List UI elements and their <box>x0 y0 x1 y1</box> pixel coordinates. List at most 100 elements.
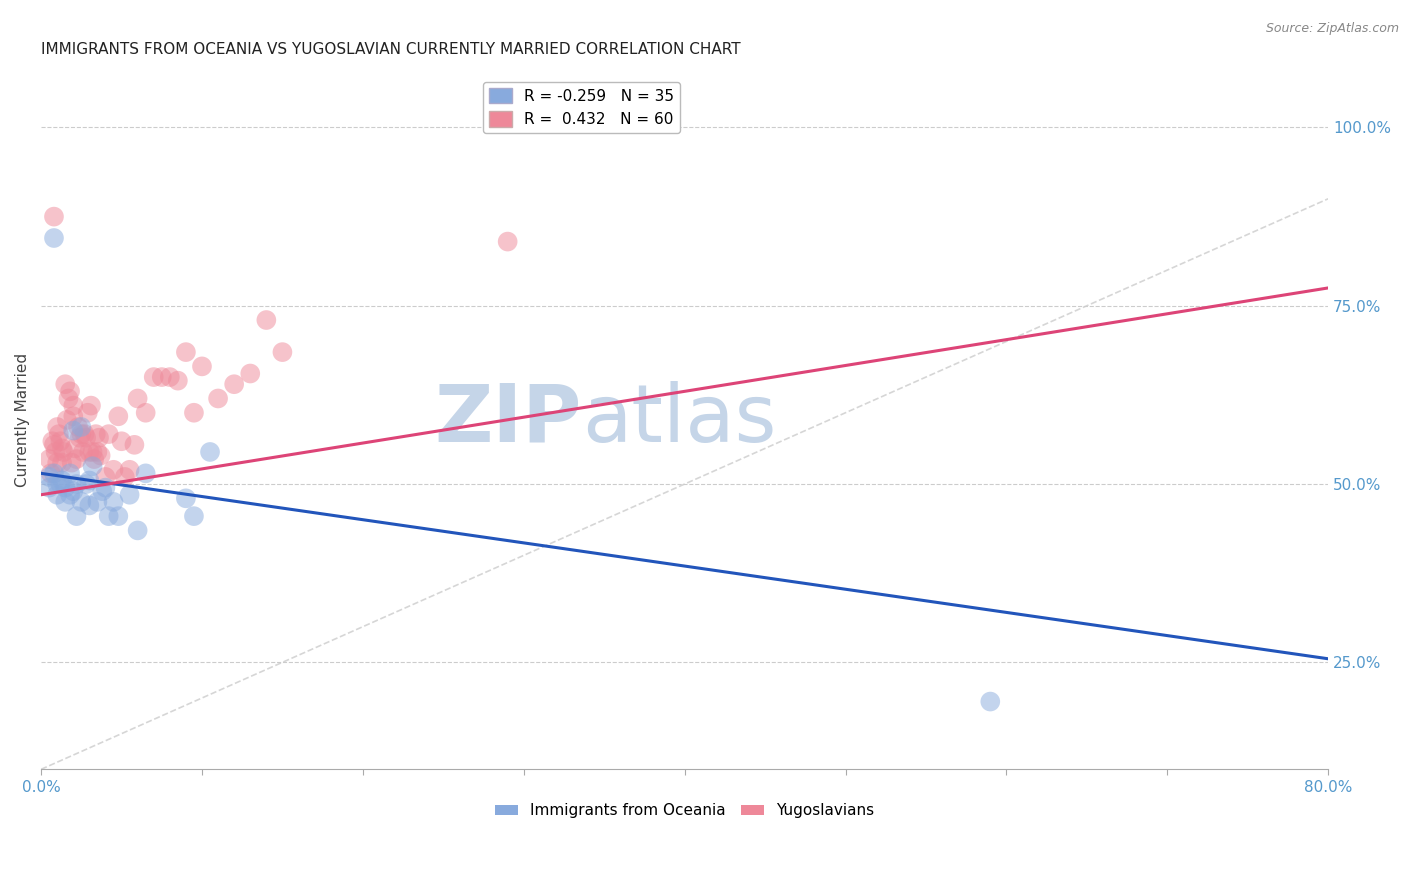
Point <box>59 384 82 399</box>
Point <box>60 456 83 470</box>
Point <box>63 442 86 456</box>
Point <box>183 509 205 524</box>
Legend: Immigrants from Oceania, Yugoslavians: Immigrants from Oceania, Yugoslavians <box>489 797 880 824</box>
Point <box>127 524 149 538</box>
Point <box>62 399 84 413</box>
Y-axis label: Currently Married: Currently Married <box>15 353 30 487</box>
Point <box>84 427 107 442</box>
Point <box>135 406 157 420</box>
Point <box>75 477 97 491</box>
Point <box>159 370 181 384</box>
Point <box>38 470 60 484</box>
Point <box>198 445 221 459</box>
Point <box>224 377 246 392</box>
Point <box>979 694 1001 708</box>
Point <box>79 499 101 513</box>
Point <box>51 474 73 488</box>
Point <box>46 420 69 434</box>
Point <box>46 456 69 470</box>
Point <box>135 467 157 481</box>
Text: IMMIGRANTS FROM OCEANIA VS YUGOSLAVIAN CURRENTLY MARRIED CORRELATION CHART: IMMIGRANTS FROM OCEANIA VS YUGOSLAVIAN C… <box>41 42 741 57</box>
Point <box>41 434 63 449</box>
Point <box>107 409 129 424</box>
Point <box>174 345 197 359</box>
Point <box>65 477 87 491</box>
Point <box>174 491 197 506</box>
Point <box>127 392 149 406</box>
Point <box>142 370 165 384</box>
Point <box>271 345 294 359</box>
Point <box>73 427 96 442</box>
Point <box>103 463 125 477</box>
Point <box>76 406 98 420</box>
Point <box>86 495 108 509</box>
Point <box>70 427 93 442</box>
Point <box>166 374 188 388</box>
Point <box>80 399 103 413</box>
Point <box>191 359 214 374</box>
Point <box>118 488 141 502</box>
Text: ZIP: ZIP <box>434 381 582 458</box>
Point <box>53 481 76 495</box>
Point <box>97 427 120 442</box>
Point <box>49 477 72 491</box>
Point <box>83 452 105 467</box>
Point <box>207 392 229 406</box>
Point <box>59 488 82 502</box>
Point <box>62 424 84 438</box>
Point <box>114 470 136 484</box>
Point <box>42 467 65 481</box>
Point <box>38 481 60 495</box>
Point <box>94 470 117 484</box>
Point <box>65 452 87 467</box>
Point <box>103 495 125 509</box>
Point <box>79 474 101 488</box>
Point <box>52 445 75 459</box>
Point <box>82 445 104 459</box>
Point <box>69 431 91 445</box>
Point <box>51 456 73 470</box>
Point <box>82 459 104 474</box>
Point <box>59 467 82 481</box>
Point <box>45 445 67 459</box>
Point <box>118 463 141 477</box>
Point <box>42 231 65 245</box>
Point <box>53 495 76 509</box>
Point <box>97 509 120 524</box>
Point <box>72 445 94 459</box>
Point <box>67 420 90 434</box>
Point <box>496 235 519 249</box>
Point <box>56 413 79 427</box>
Point <box>70 495 93 509</box>
Point <box>42 210 65 224</box>
Point <box>46 477 69 491</box>
Point <box>254 313 277 327</box>
Point <box>51 442 73 456</box>
Point <box>65 509 87 524</box>
Point <box>48 427 70 442</box>
Text: Source: ZipAtlas.com: Source: ZipAtlas.com <box>1265 22 1399 36</box>
Point <box>46 488 69 502</box>
Point <box>150 370 173 384</box>
Point <box>62 484 84 499</box>
Point <box>42 438 65 452</box>
Point <box>86 445 108 459</box>
Point <box>87 431 110 445</box>
Text: atlas: atlas <box>582 381 776 458</box>
Point <box>124 438 146 452</box>
Point <box>183 406 205 420</box>
Point <box>58 392 80 406</box>
Point <box>39 467 62 481</box>
Point <box>239 367 262 381</box>
Point <box>107 509 129 524</box>
Point <box>90 449 112 463</box>
Point <box>49 434 72 449</box>
Point <box>70 420 93 434</box>
Point <box>38 452 60 467</box>
Point <box>110 434 132 449</box>
Point <box>75 431 97 445</box>
Point <box>91 484 114 499</box>
Point <box>79 445 101 459</box>
Point <box>94 481 117 495</box>
Point <box>53 377 76 392</box>
